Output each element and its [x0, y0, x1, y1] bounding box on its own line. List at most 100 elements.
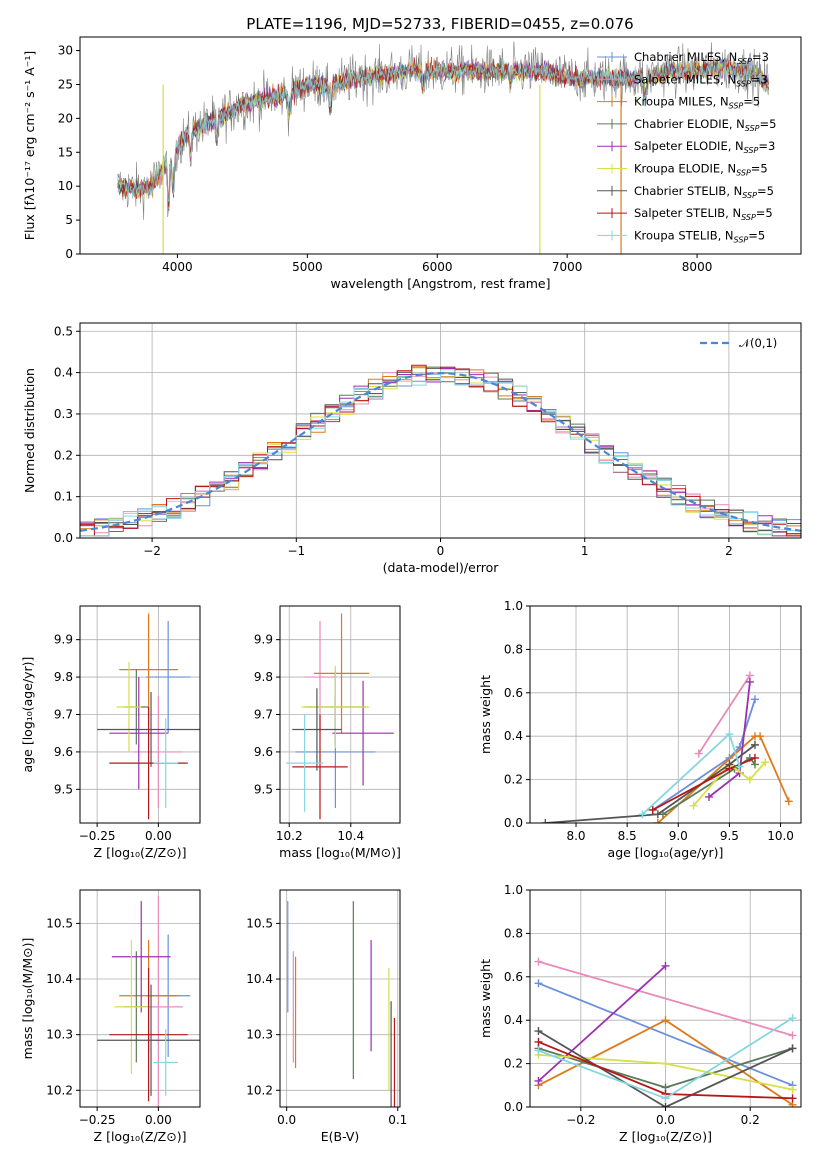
x-axis-label: Z [log₁₀(Z/Z⊙)]: [94, 1129, 187, 1144]
y-tick-label: 9.6: [54, 745, 73, 759]
weight-marker: [725, 764, 734, 773]
residual-histogram-8: [80, 369, 801, 537]
weight-marker: [534, 979, 543, 988]
weight-marker: [756, 732, 765, 741]
weight-marker: [745, 677, 754, 686]
weight-marker: [745, 775, 754, 784]
weight-marker: [750, 740, 759, 749]
weight-marker: [653, 810, 662, 819]
y-tick-label: 10.4: [46, 972, 73, 986]
x-tick-label: 2: [725, 544, 733, 558]
x-tick-label: 0: [437, 544, 445, 558]
y-tick-label: 10.5: [46, 916, 73, 930]
weight-marker: [761, 758, 770, 767]
x-axis-label: wavelength [Angstrom, rest frame]: [330, 276, 550, 291]
weight-marker: [689, 801, 698, 810]
x-tick-label: 7000: [552, 260, 583, 274]
panel-age_vs_Z: −0.25 0.00 9.5 9.6 9.7 9.8 9.9 Z [log₁₀(Z/Z⊙)] a…: [20, 605, 201, 860]
y-tick-label: 25: [58, 77, 73, 91]
plot-area: [287, 901, 396, 1107]
panel-weight_vs_age: 8.0 8.5 9.0 9.5 10.0 0.0 0.2 0.4 0.6 0.8 1.0 age [l…: [478, 599, 802, 860]
weight-marker: [534, 957, 543, 966]
y-tick-label: 0.2: [54, 448, 73, 462]
y-axis-label: mass weight: [478, 959, 493, 1038]
y-tick-label: 9.5: [54, 782, 73, 796]
weight-marker: [735, 762, 744, 771]
y-tick-label: 0.4: [504, 729, 523, 743]
legend-label: Salpeter STELIB, NSSP=5: [634, 206, 773, 222]
plot-area: [97, 895, 200, 1107]
weight-marker: [704, 792, 713, 801]
y-tick-label: 10.4: [246, 972, 273, 986]
plot-area: [117, 41, 769, 254]
normal-reference-curve: [80, 371, 801, 532]
y-tick-label: 9.8: [254, 670, 273, 684]
y-tick-label: 10.5: [246, 916, 273, 930]
weight-marker: [694, 749, 703, 758]
x-tick-label: 8000: [682, 260, 713, 274]
legend-label: 𝒩(0,1): [739, 336, 777, 350]
x-tick-label: 10.2: [276, 829, 303, 843]
x-tick-label: 5000: [292, 260, 323, 274]
axes-frame: [529, 605, 802, 824]
y-tick-label: 10.2: [246, 1083, 273, 1097]
weight-marker: [661, 1016, 670, 1025]
y-tick-label: 1.0: [504, 599, 523, 613]
x-axis-label: age [log₁₀(age/yr)]: [608, 845, 724, 860]
legend-label: Kroupa ELODIE, NSSP=5: [634, 162, 768, 178]
weight-line-6: [538, 1030, 793, 1107]
y-axis-label: Normed distribution: [22, 368, 37, 493]
y-tick-label: 0.5: [54, 324, 73, 338]
y-tick-label: 0.2: [504, 773, 523, 787]
x-tick-label: −1: [287, 544, 305, 558]
x-tick-label: 10.0: [767, 829, 794, 843]
x-tick-label: 0.00: [145, 829, 172, 843]
panel-mass_vs_ebv: 0.0 0.1 10.2 10.3 10.4 10.5 E(B-V): [246, 889, 407, 1144]
x-axis-label: (data-model)/error: [383, 560, 500, 575]
weight-marker: [661, 1094, 670, 1103]
x-tick-label: 8.0: [566, 829, 585, 843]
legend-label: Chabrier STELIB, NSSP=5: [634, 184, 774, 200]
y-tick-label: 0.8: [504, 642, 523, 656]
plot-area: [80, 364, 801, 537]
weight-marker: [784, 797, 793, 806]
x-tick-label: 0.00: [145, 1113, 172, 1127]
weight-marker: [788, 1094, 797, 1103]
y-tick-label: 9.7: [54, 708, 73, 722]
panel-residuals: −2 −1 0 1 2 0.0 0.1 0.2 0.3 0.4 0.5 (data-model)/er…: [22, 322, 802, 575]
y-tick-label: 9.9: [54, 633, 73, 647]
y-tick-label: 0.4: [504, 1013, 523, 1027]
weight-marker: [661, 1059, 670, 1068]
x-tick-label: 10.4: [337, 829, 364, 843]
y-tick-label: 9.6: [254, 745, 273, 759]
x-tick-label: 0.1: [388, 1113, 407, 1127]
plot-area: [541, 671, 793, 823]
y-axis-label: mass [log₁₀(M/M⊙)]: [20, 938, 35, 1060]
weight-marker: [534, 1037, 543, 1046]
y-tick-label: 0.6: [504, 970, 523, 984]
weight-line-4: [537, 965, 667, 1082]
weight-marker: [638, 810, 647, 819]
y-tick-label: 0: [65, 247, 73, 261]
weight-marker: [648, 805, 657, 814]
x-tick-label: −0.2: [566, 1113, 595, 1127]
y-tick-label: 0.2: [504, 1057, 523, 1071]
weight-marker: [661, 961, 670, 970]
x-tick-label: 9.5: [720, 829, 739, 843]
weight-marker: [725, 730, 734, 739]
x-tick-label: 0.0: [277, 1113, 296, 1127]
plot-area: [286, 613, 394, 820]
axes-frame: [79, 889, 201, 1108]
legend-label: Chabrier MILES, NSSP=3: [634, 50, 769, 66]
x-tick-label: 6000: [422, 260, 453, 274]
panel-weight_vs_Z: −0.2 0.0 0.2 0.0 0.2 0.4 0.6 0.8 1.0 Z [log₁₀(Z/Z…: [478, 883, 802, 1144]
weight-marker: [534, 1027, 543, 1036]
y-tick-label: 10: [58, 179, 73, 193]
legend-label: Kroupa STELIB, NSSP=5: [634, 228, 765, 244]
weight-marker: [653, 819, 662, 823]
x-tick-label: 1: [581, 544, 589, 558]
legend-label: Kroupa MILES, NSSP=5: [634, 95, 760, 111]
legend-label: Salpeter MILES, NSSP=3: [634, 72, 768, 88]
legend: Chabrier MILES, NSSP=3 Salpeter MILES, NS…: [597, 50, 776, 244]
